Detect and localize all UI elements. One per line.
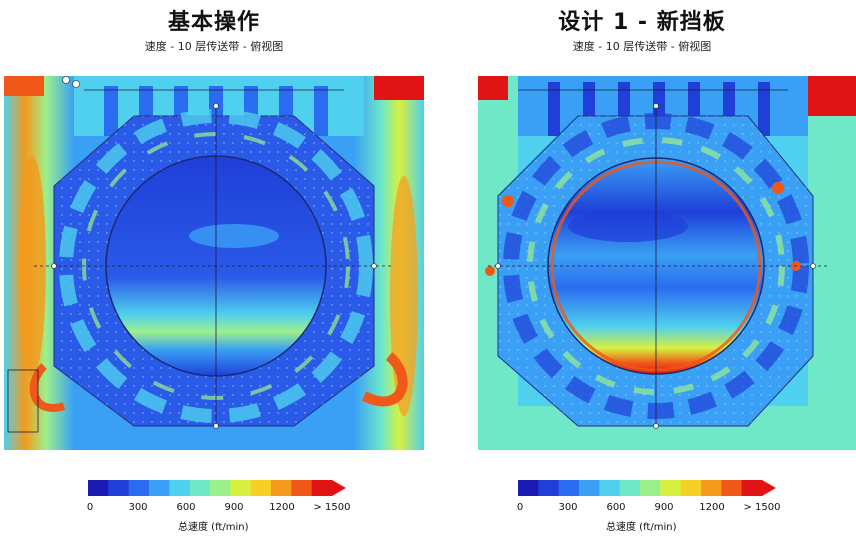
colorbar-swatch (538, 480, 560, 496)
panel-title: 设计 1 - 新挡板 (558, 10, 726, 35)
colorbar-swatch (619, 480, 641, 496)
colorbar-overflow-arrow (762, 480, 776, 496)
colorbar-ticks: 0 300 600 900 1200 > 1500 (86, 502, 351, 516)
colorbar-swatch (250, 480, 272, 496)
colorbar-swatch (210, 480, 231, 496)
colorbar-tick: 600 (176, 502, 196, 513)
colorbar-swatch (558, 480, 580, 496)
velocity-contour-plot (478, 76, 856, 450)
colorbar-tick: 300 (558, 502, 578, 513)
colorbar-tick: 600 (606, 502, 626, 513)
colorbar-swatch (680, 480, 702, 496)
colorbar-tick: 1200 (699, 502, 725, 513)
velocity-colorbar (88, 480, 346, 496)
colorbar-swatch (741, 480, 763, 496)
colorbar-swatch (271, 480, 292, 496)
colorbar-swatch (721, 480, 743, 496)
colorbar-tick: 1200 (269, 502, 295, 513)
colorbar-tick: > 1500 (313, 502, 351, 513)
colorbar-swatch (149, 480, 170, 496)
colorbar-label: 总速度 (ft/min) (606, 522, 677, 533)
velocity-colorbar (518, 480, 776, 496)
colorbar-ticks: 0 300 600 900 1200 > 1500 (516, 502, 781, 516)
colorbar-swatch (169, 480, 191, 496)
colorbar-swatch (640, 480, 661, 496)
colorbar-overflow-arrow (332, 480, 346, 496)
colorbar-swatch (311, 480, 333, 496)
panel-subtitle: 速度 - 10 层传送带 - 俯视图 (144, 40, 284, 53)
colorbar-swatch (128, 480, 150, 496)
colorbar-tick: > 1500 (743, 502, 781, 513)
colorbar-tick: 900 (224, 502, 244, 513)
colorbar-swatch (189, 480, 211, 496)
velocity-contour-plot (4, 76, 424, 450)
colorbar-tick: 0 (86, 502, 94, 513)
colorbar-swatch (599, 480, 621, 496)
colorbar-swatch (88, 480, 109, 496)
panel-subtitle: 速度 - 10 层传送带 - 俯视图 (572, 40, 712, 53)
design1-panel: 设计 1 - 新挡板 速度 - 10 层传送带 - 俯视图 (428, 0, 856, 540)
colorbar-tick: 300 (128, 502, 148, 513)
colorbar-tick: 900 (654, 502, 674, 513)
colorbar-swatch (701, 480, 722, 496)
colorbar-label: 总速度 (ft/min) (178, 522, 249, 533)
baseline-panel: 基本操作 速度 - 10 层传送带 - 俯视图 (4, 10, 424, 533)
colorbar-swatch (230, 480, 252, 496)
colorbar-swatch (660, 480, 682, 496)
panel-title: 基本操作 (167, 10, 260, 35)
colorbar-tick: 0 (516, 502, 524, 513)
colorbar-swatch (579, 480, 600, 496)
colorbar-swatch (291, 480, 313, 496)
colorbar-swatch (518, 480, 539, 496)
colorbar-swatch (108, 480, 130, 496)
